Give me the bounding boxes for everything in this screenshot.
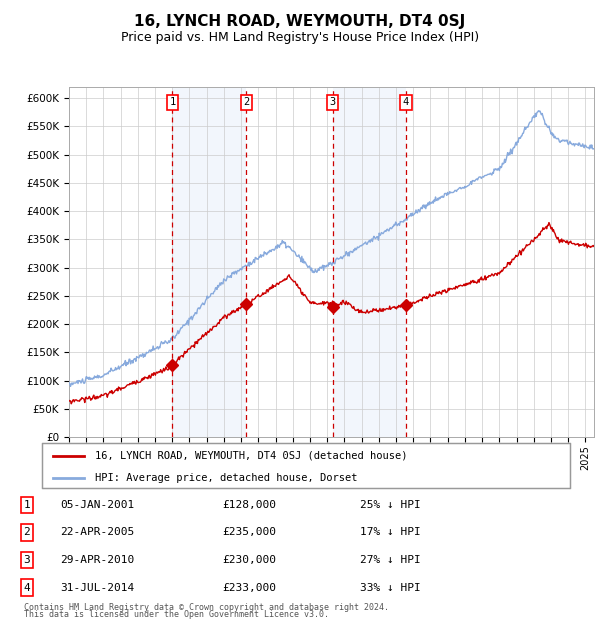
- Text: 3: 3: [329, 97, 336, 107]
- Text: £235,000: £235,000: [222, 528, 276, 538]
- Text: 31-JUL-2014: 31-JUL-2014: [60, 583, 134, 593]
- Bar: [333, 87, 406, 437]
- Text: Contains HM Land Registry data © Crown copyright and database right 2024.: Contains HM Land Registry data © Crown c…: [24, 603, 389, 612]
- Text: 1: 1: [23, 500, 31, 510]
- Text: £230,000: £230,000: [222, 555, 276, 565]
- Text: 25% ↓ HPI: 25% ↓ HPI: [360, 500, 421, 510]
- Text: 17% ↓ HPI: 17% ↓ HPI: [360, 528, 421, 538]
- Text: 29-APR-2010: 29-APR-2010: [60, 555, 134, 565]
- Text: 22-APR-2005: 22-APR-2005: [60, 528, 134, 538]
- Text: 2: 2: [244, 97, 250, 107]
- Text: 1: 1: [169, 97, 176, 107]
- Text: 2: 2: [23, 528, 31, 538]
- Text: 3: 3: [23, 555, 31, 565]
- Text: 27% ↓ HPI: 27% ↓ HPI: [360, 555, 421, 565]
- Text: This data is licensed under the Open Government Licence v3.0.: This data is licensed under the Open Gov…: [24, 609, 329, 619]
- Text: Price paid vs. HM Land Registry's House Price Index (HPI): Price paid vs. HM Land Registry's House …: [121, 31, 479, 44]
- Text: 4: 4: [23, 583, 31, 593]
- Text: £128,000: £128,000: [222, 500, 276, 510]
- Text: 05-JAN-2001: 05-JAN-2001: [60, 500, 134, 510]
- Text: HPI: Average price, detached house, Dorset: HPI: Average price, detached house, Dors…: [95, 473, 358, 483]
- Text: 16, LYNCH ROAD, WEYMOUTH, DT4 0SJ (detached house): 16, LYNCH ROAD, WEYMOUTH, DT4 0SJ (detac…: [95, 451, 407, 461]
- Text: 4: 4: [403, 97, 409, 107]
- Text: 33% ↓ HPI: 33% ↓ HPI: [360, 583, 421, 593]
- Text: 16, LYNCH ROAD, WEYMOUTH, DT4 0SJ: 16, LYNCH ROAD, WEYMOUTH, DT4 0SJ: [134, 14, 466, 29]
- Text: £233,000: £233,000: [222, 583, 276, 593]
- Bar: [172, 87, 247, 437]
